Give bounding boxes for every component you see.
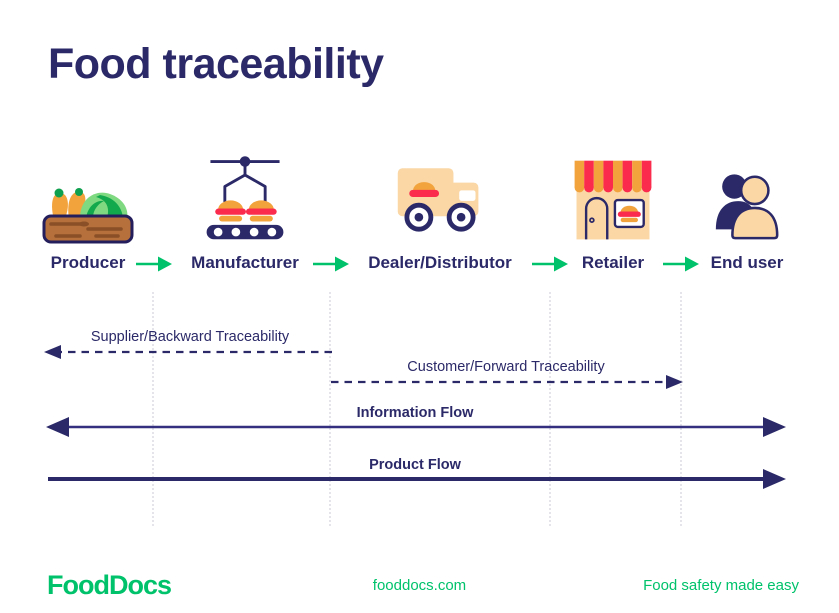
stage-label-retailer: Retailer (581, 253, 645, 272)
divider (549, 292, 551, 526)
product-flow-arrow (46, 467, 786, 496)
footer-website-link[interactable]: fooddocs.com (372, 577, 467, 594)
page-title: Food traceability (48, 40, 384, 88)
divider (152, 292, 154, 526)
stage-label-end-user: End user (710, 253, 784, 272)
delivery-truck-icon (392, 162, 488, 239)
footer-tagline: Food safety made easy (643, 577, 799, 594)
information-flow-arrow (46, 415, 786, 444)
fooddocs-logo: FoodDocs (47, 570, 172, 600)
green-arrow-icon (136, 255, 172, 278)
stage-label-manufacturer: Manufacturer (191, 253, 299, 272)
forward-traceability-arrow (331, 374, 683, 395)
flow-label-product: Product Flow (369, 457, 461, 473)
vegetables-crate-icon (38, 166, 138, 249)
people-icon (710, 170, 784, 247)
storefront-icon (565, 155, 661, 252)
conveyor-burgers-icon (197, 152, 293, 249)
green-arrow-icon (532, 255, 568, 278)
divider (680, 292, 682, 526)
stage-label-dealer-distributor: Dealer/Distributor (368, 253, 512, 272)
flow-label-supplier-backward: Supplier/Backward Traceability (90, 329, 290, 345)
green-arrow-icon (663, 255, 699, 278)
flow-label-customer-forward: Customer/Forward Traceability (407, 359, 605, 375)
backward-traceability-arrow (44, 344, 334, 365)
flow-label-information: Information Flow (356, 405, 474, 421)
green-arrow-icon (313, 255, 349, 278)
stage-label-producer: Producer (50, 253, 126, 272)
divider (329, 292, 331, 526)
